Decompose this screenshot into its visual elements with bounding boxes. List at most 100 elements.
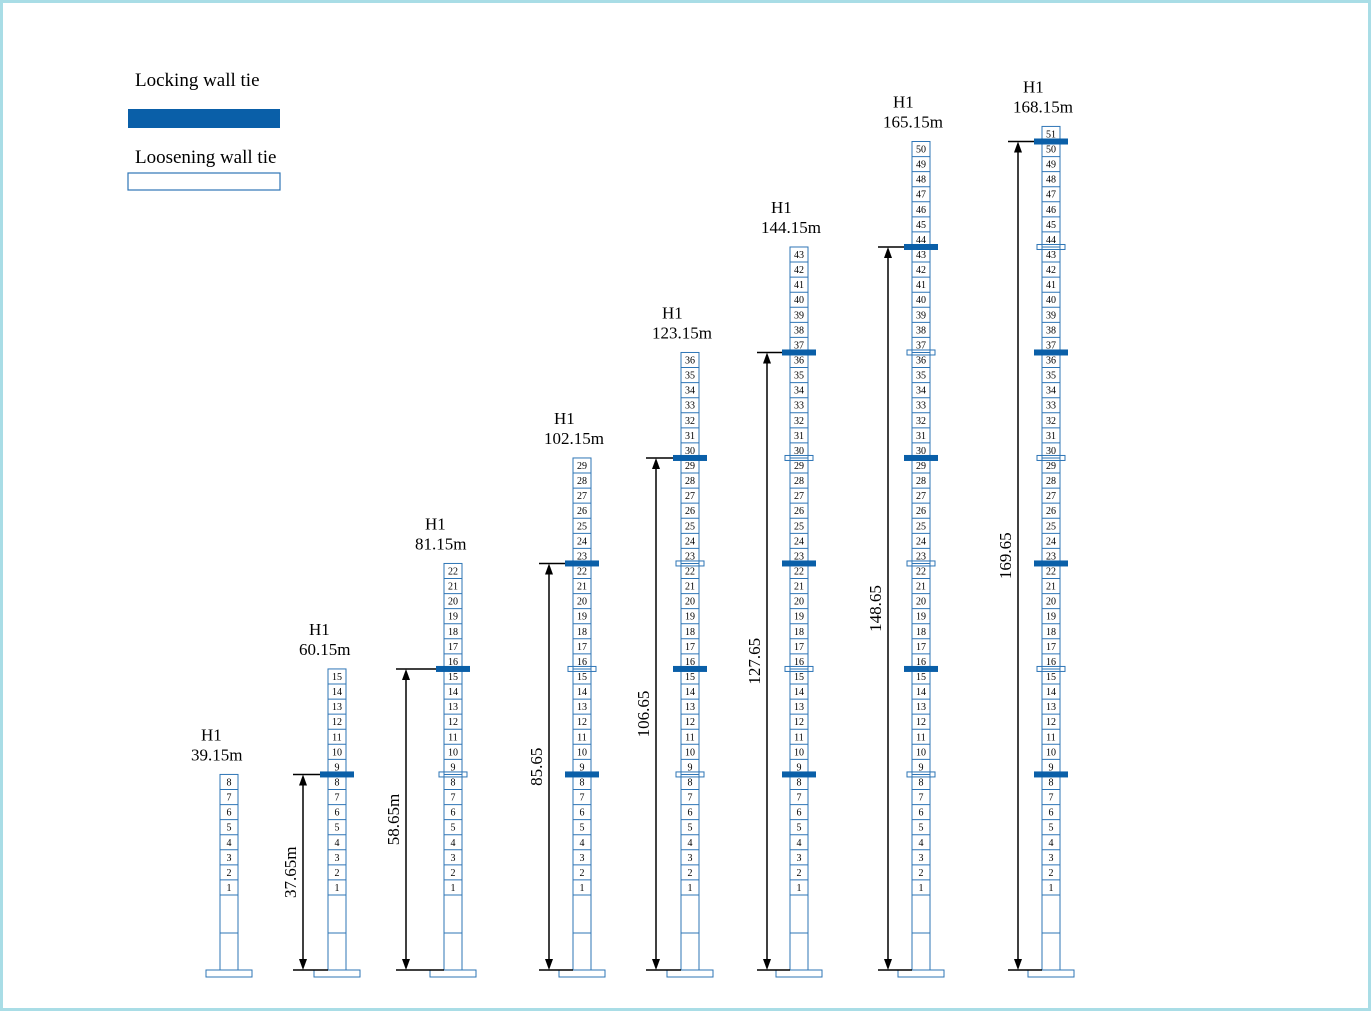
segment-number: 50 bbox=[1046, 145, 1056, 156]
segment-number: 25 bbox=[577, 521, 587, 532]
segment-number: 21 bbox=[916, 582, 926, 593]
segment-number: 27 bbox=[577, 491, 587, 502]
mast-h-label: H1 bbox=[201, 725, 222, 744]
segment-number: 17 bbox=[794, 642, 804, 653]
segment-number: 3 bbox=[919, 853, 924, 864]
locking-wall-tie bbox=[673, 454, 707, 461]
segment-number: 12 bbox=[577, 717, 587, 728]
legend: Locking wall tie Loosening wall tie bbox=[127, 70, 281, 191]
segment-number: 23 bbox=[577, 551, 587, 562]
mast-h-label: H1 bbox=[309, 620, 330, 639]
dimension-arrow-down bbox=[652, 959, 660, 970]
segment-number: 20 bbox=[685, 597, 695, 608]
segment-number: 23 bbox=[916, 551, 926, 562]
dimension-arrow-down bbox=[299, 959, 307, 970]
segment-number: 35 bbox=[685, 371, 695, 382]
segment-number: 8 bbox=[580, 777, 585, 788]
segment-number: 10 bbox=[685, 747, 695, 758]
segment-number: 7 bbox=[688, 793, 693, 804]
segment-number: 32 bbox=[916, 416, 926, 427]
segment-number: 9 bbox=[688, 762, 693, 773]
segment-number: 42 bbox=[916, 265, 926, 276]
dimension-label: 148.65 bbox=[866, 585, 885, 632]
dimension-line: 127.65 bbox=[745, 351, 790, 971]
segment-number: 49 bbox=[916, 160, 926, 171]
segment-number: 26 bbox=[577, 506, 587, 517]
segment-number: 19 bbox=[916, 612, 926, 623]
segment-number: 25 bbox=[794, 521, 804, 532]
segment-number: 7 bbox=[919, 793, 924, 804]
segment-number: 9 bbox=[919, 762, 924, 773]
segment-number: 30 bbox=[916, 446, 926, 457]
segment-number: 8 bbox=[227, 777, 232, 788]
segment-number: 4 bbox=[335, 838, 340, 849]
segment-number: 43 bbox=[794, 250, 804, 261]
segment-number: 1 bbox=[580, 883, 585, 894]
segment-number: 32 bbox=[1046, 416, 1056, 427]
segment-number: 12 bbox=[916, 717, 926, 728]
segment-number: 20 bbox=[577, 597, 587, 608]
segment-number: 47 bbox=[1046, 190, 1056, 201]
dimension-label: 85.65 bbox=[527, 748, 546, 786]
segment-number: 38 bbox=[1046, 325, 1056, 336]
segment-number: 4 bbox=[797, 838, 802, 849]
mast-body bbox=[680, 351, 700, 971]
mast-group: 12345678H139.15m123456789101112131415H16… bbox=[191, 77, 1075, 978]
dimension-label: 58.65m bbox=[384, 794, 403, 845]
segment-number: 29 bbox=[1046, 461, 1056, 472]
segment-number: 34 bbox=[1046, 386, 1056, 397]
mast-height-label: 123.15m bbox=[652, 323, 712, 342]
segment-number: 4 bbox=[919, 838, 924, 849]
segment-number: 8 bbox=[451, 777, 456, 788]
dimension-label: 169.65 bbox=[996, 532, 1015, 579]
segment-number: 15 bbox=[448, 672, 458, 683]
dimension-line: 85.65 bbox=[527, 562, 573, 971]
locking-wall-tie bbox=[320, 771, 354, 778]
segment-number: 19 bbox=[794, 612, 804, 623]
segment-number: 21 bbox=[1046, 582, 1056, 593]
mast-body bbox=[443, 562, 463, 971]
segment-number: 17 bbox=[577, 642, 587, 653]
mast-height-label: 60.15m bbox=[299, 640, 350, 659]
mast-h-label: H1 bbox=[554, 409, 575, 428]
locking-wall-tie bbox=[436, 665, 470, 672]
segment-number: 10 bbox=[332, 747, 342, 758]
loosening-wall-tie bbox=[906, 560, 936, 567]
segment-number: 23 bbox=[1046, 551, 1056, 562]
segment-number: 3 bbox=[580, 853, 585, 864]
segment-number: 26 bbox=[794, 506, 804, 517]
segment-number: 14 bbox=[1046, 687, 1056, 698]
segment-number: 40 bbox=[916, 295, 926, 306]
segment-number: 29 bbox=[794, 461, 804, 472]
mast-h-label: H1 bbox=[771, 198, 792, 217]
segment-number: 10 bbox=[1046, 747, 1056, 758]
segment-number: 16 bbox=[916, 657, 926, 668]
segment-number: 19 bbox=[1046, 612, 1056, 623]
segment-number: 15 bbox=[685, 672, 695, 683]
dimension-arrow-down bbox=[763, 959, 771, 970]
loosening-wall-tie bbox=[438, 771, 468, 778]
segment-number: 48 bbox=[916, 175, 926, 186]
segment-number: 8 bbox=[1049, 777, 1054, 788]
dimension-arrow-up bbox=[545, 563, 553, 575]
segment-number: 3 bbox=[1049, 853, 1054, 864]
locking-wall-tie bbox=[904, 665, 938, 672]
loosening-wall-tie bbox=[906, 349, 936, 356]
segment-number: 15 bbox=[916, 672, 926, 683]
locking-wall-tie bbox=[782, 560, 816, 567]
dimension-line: 169.65 bbox=[996, 140, 1042, 971]
segment-number: 14 bbox=[794, 687, 804, 698]
segment-number: 6 bbox=[1049, 808, 1054, 819]
loosening-wall-tie bbox=[1036, 454, 1066, 461]
legend-loosening-swatch bbox=[127, 172, 281, 191]
segment-number: 22 bbox=[577, 566, 587, 577]
segment-number: 4 bbox=[688, 838, 693, 849]
segment-number: 22 bbox=[1046, 566, 1056, 577]
segment-number: 36 bbox=[1046, 356, 1056, 367]
segment-number: 19 bbox=[448, 612, 458, 623]
segment-number: 2 bbox=[1049, 868, 1054, 879]
dimension-line: 148.65 bbox=[866, 246, 912, 971]
mast-h-label: H1 bbox=[893, 93, 914, 112]
locking-wall-tie bbox=[904, 454, 938, 461]
